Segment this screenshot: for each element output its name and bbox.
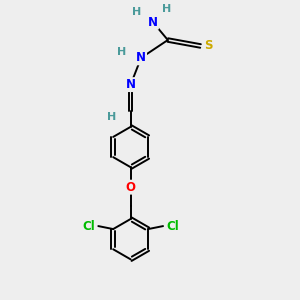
Text: H: H [132,7,141,17]
Text: Cl: Cl [166,220,179,232]
Text: Cl: Cl [82,220,95,232]
Text: N: N [126,78,136,91]
Text: H: H [117,47,126,57]
Text: S: S [204,40,212,52]
Text: N: N [148,16,158,29]
Text: N: N [136,51,146,64]
Text: H: H [107,112,116,122]
Text: H: H [162,4,171,14]
Text: O: O [126,181,136,194]
